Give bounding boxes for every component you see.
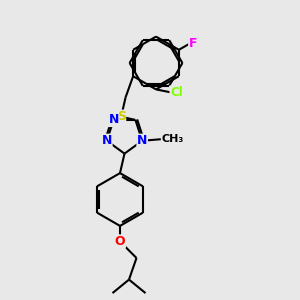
- Text: Cl: Cl: [170, 86, 183, 99]
- Text: N: N: [108, 113, 119, 127]
- Text: N: N: [102, 134, 112, 147]
- Text: F: F: [189, 37, 197, 50]
- Text: CH₃: CH₃: [161, 134, 184, 144]
- Text: O: O: [115, 235, 125, 248]
- Text: N: N: [137, 134, 147, 147]
- Text: S: S: [117, 110, 126, 123]
